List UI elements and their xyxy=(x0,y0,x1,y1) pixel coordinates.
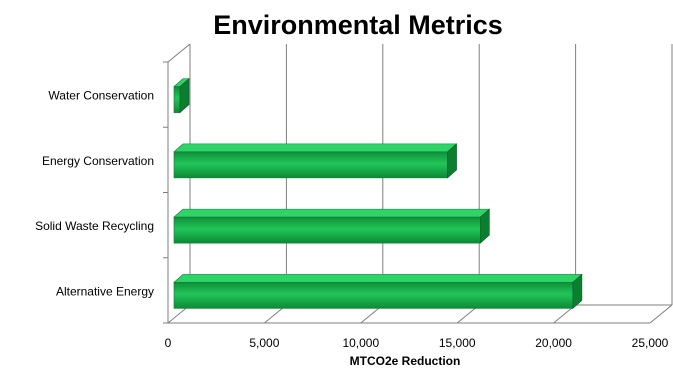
bar xyxy=(173,273,583,310)
bar-end-face xyxy=(447,143,457,179)
bar-front-face xyxy=(173,86,181,113)
bar-front-face xyxy=(173,151,448,179)
bar-front-face xyxy=(173,282,574,309)
chart-title: Environmental Metrics xyxy=(213,10,503,40)
x-tick-label: 0 xyxy=(165,336,172,350)
bar-top-face xyxy=(173,274,583,283)
bar-end-face xyxy=(179,77,190,114)
category-label: Energy Conservation xyxy=(42,154,154,168)
y-axis-top-edge xyxy=(167,43,191,63)
x-tick-label: 20,000 xyxy=(535,336,572,350)
bar xyxy=(173,143,458,179)
bar xyxy=(173,77,190,114)
bar-end-face xyxy=(572,273,583,310)
bar-top-face xyxy=(173,143,458,153)
bar-front-face xyxy=(173,216,481,244)
bar-top-face xyxy=(173,208,491,218)
category-label: Solid Waste Recycling xyxy=(35,219,154,233)
bar xyxy=(173,208,491,244)
floor-gridline xyxy=(649,304,673,324)
x-axis-title: MTCO2e Reduction xyxy=(349,354,461,368)
x-tick-label: 5,000 xyxy=(249,336,279,350)
x-tick-label: 15,000 xyxy=(439,336,476,350)
category-label: Alternative Energy xyxy=(56,284,154,298)
category-label: Water Conservation xyxy=(48,89,154,103)
x-tick-label: 10,000 xyxy=(342,336,379,350)
bar-end-face xyxy=(480,208,490,244)
x-tick-label: 25,000 xyxy=(632,336,669,350)
